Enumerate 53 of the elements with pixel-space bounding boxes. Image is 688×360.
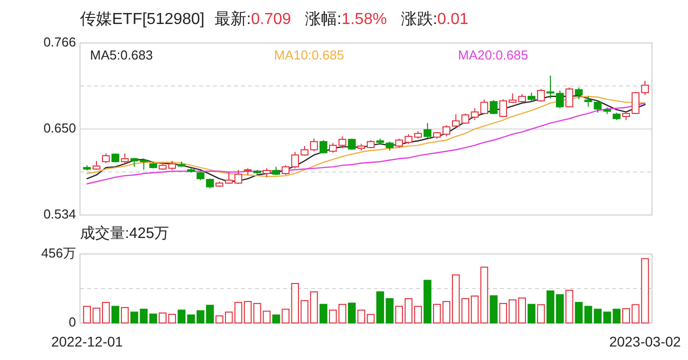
candlestick [584, 96, 592, 108]
candlestick [480, 98, 488, 115]
text: MA5:0.683 [90, 47, 153, 62]
bar [424, 280, 432, 324]
candlestick [140, 158, 148, 170]
candlestick [348, 138, 356, 150]
bar [149, 314, 158, 324]
bar [140, 308, 148, 324]
text: MA10:0.685 [274, 47, 344, 62]
bar [244, 301, 252, 324]
candlestick [120, 152, 129, 164]
text: 最新:0.709 [214, 10, 292, 28]
chart-title: 成交量:425万 [80, 224, 170, 242]
bar [565, 290, 574, 324]
candlestick [206, 178, 214, 189]
y-tick-label: 0.766 [43, 34, 76, 50]
bar [574, 302, 583, 324]
y-tick-label: 0 [68, 314, 76, 330]
bar [253, 302, 262, 324]
candlestick [424, 122, 432, 138]
bar [537, 304, 545, 324]
candlestick [594, 100, 602, 114]
text: 涨跌:0.01 [400, 10, 469, 28]
text: 涨幅:1.58% [305, 10, 387, 28]
bar [120, 307, 129, 324]
bar [262, 310, 271, 324]
y-tick-label: 0.650 [43, 120, 76, 136]
candlestick [565, 86, 574, 108]
y-tick-label: 0.534 [43, 206, 76, 222]
bar [594, 308, 602, 324]
bar [357, 310, 366, 324]
candlestick [574, 86, 583, 100]
x-tick-label: 2023-03-02 [609, 334, 682, 350]
bar [130, 312, 138, 324]
bar [320, 304, 328, 324]
y-tick-label: 456万 [41, 245, 76, 260]
candlestick [470, 108, 479, 121]
bar [480, 266, 488, 324]
candlestick [490, 100, 498, 115]
bar [528, 304, 536, 324]
x-tick-label: 2022-12-01 [51, 334, 124, 350]
bar [272, 314, 280, 324]
text: MA20:0.685 [458, 47, 528, 62]
bar [111, 306, 120, 324]
bar [584, 306, 592, 324]
bar [366, 314, 375, 324]
candlestick [320, 140, 328, 154]
candlestick [102, 152, 110, 164]
candlestick [537, 88, 545, 102]
chart-title: 传媒ETF[512980] [80, 11, 204, 28]
bar [348, 302, 356, 324]
bar [470, 296, 479, 324]
bar [490, 295, 498, 324]
